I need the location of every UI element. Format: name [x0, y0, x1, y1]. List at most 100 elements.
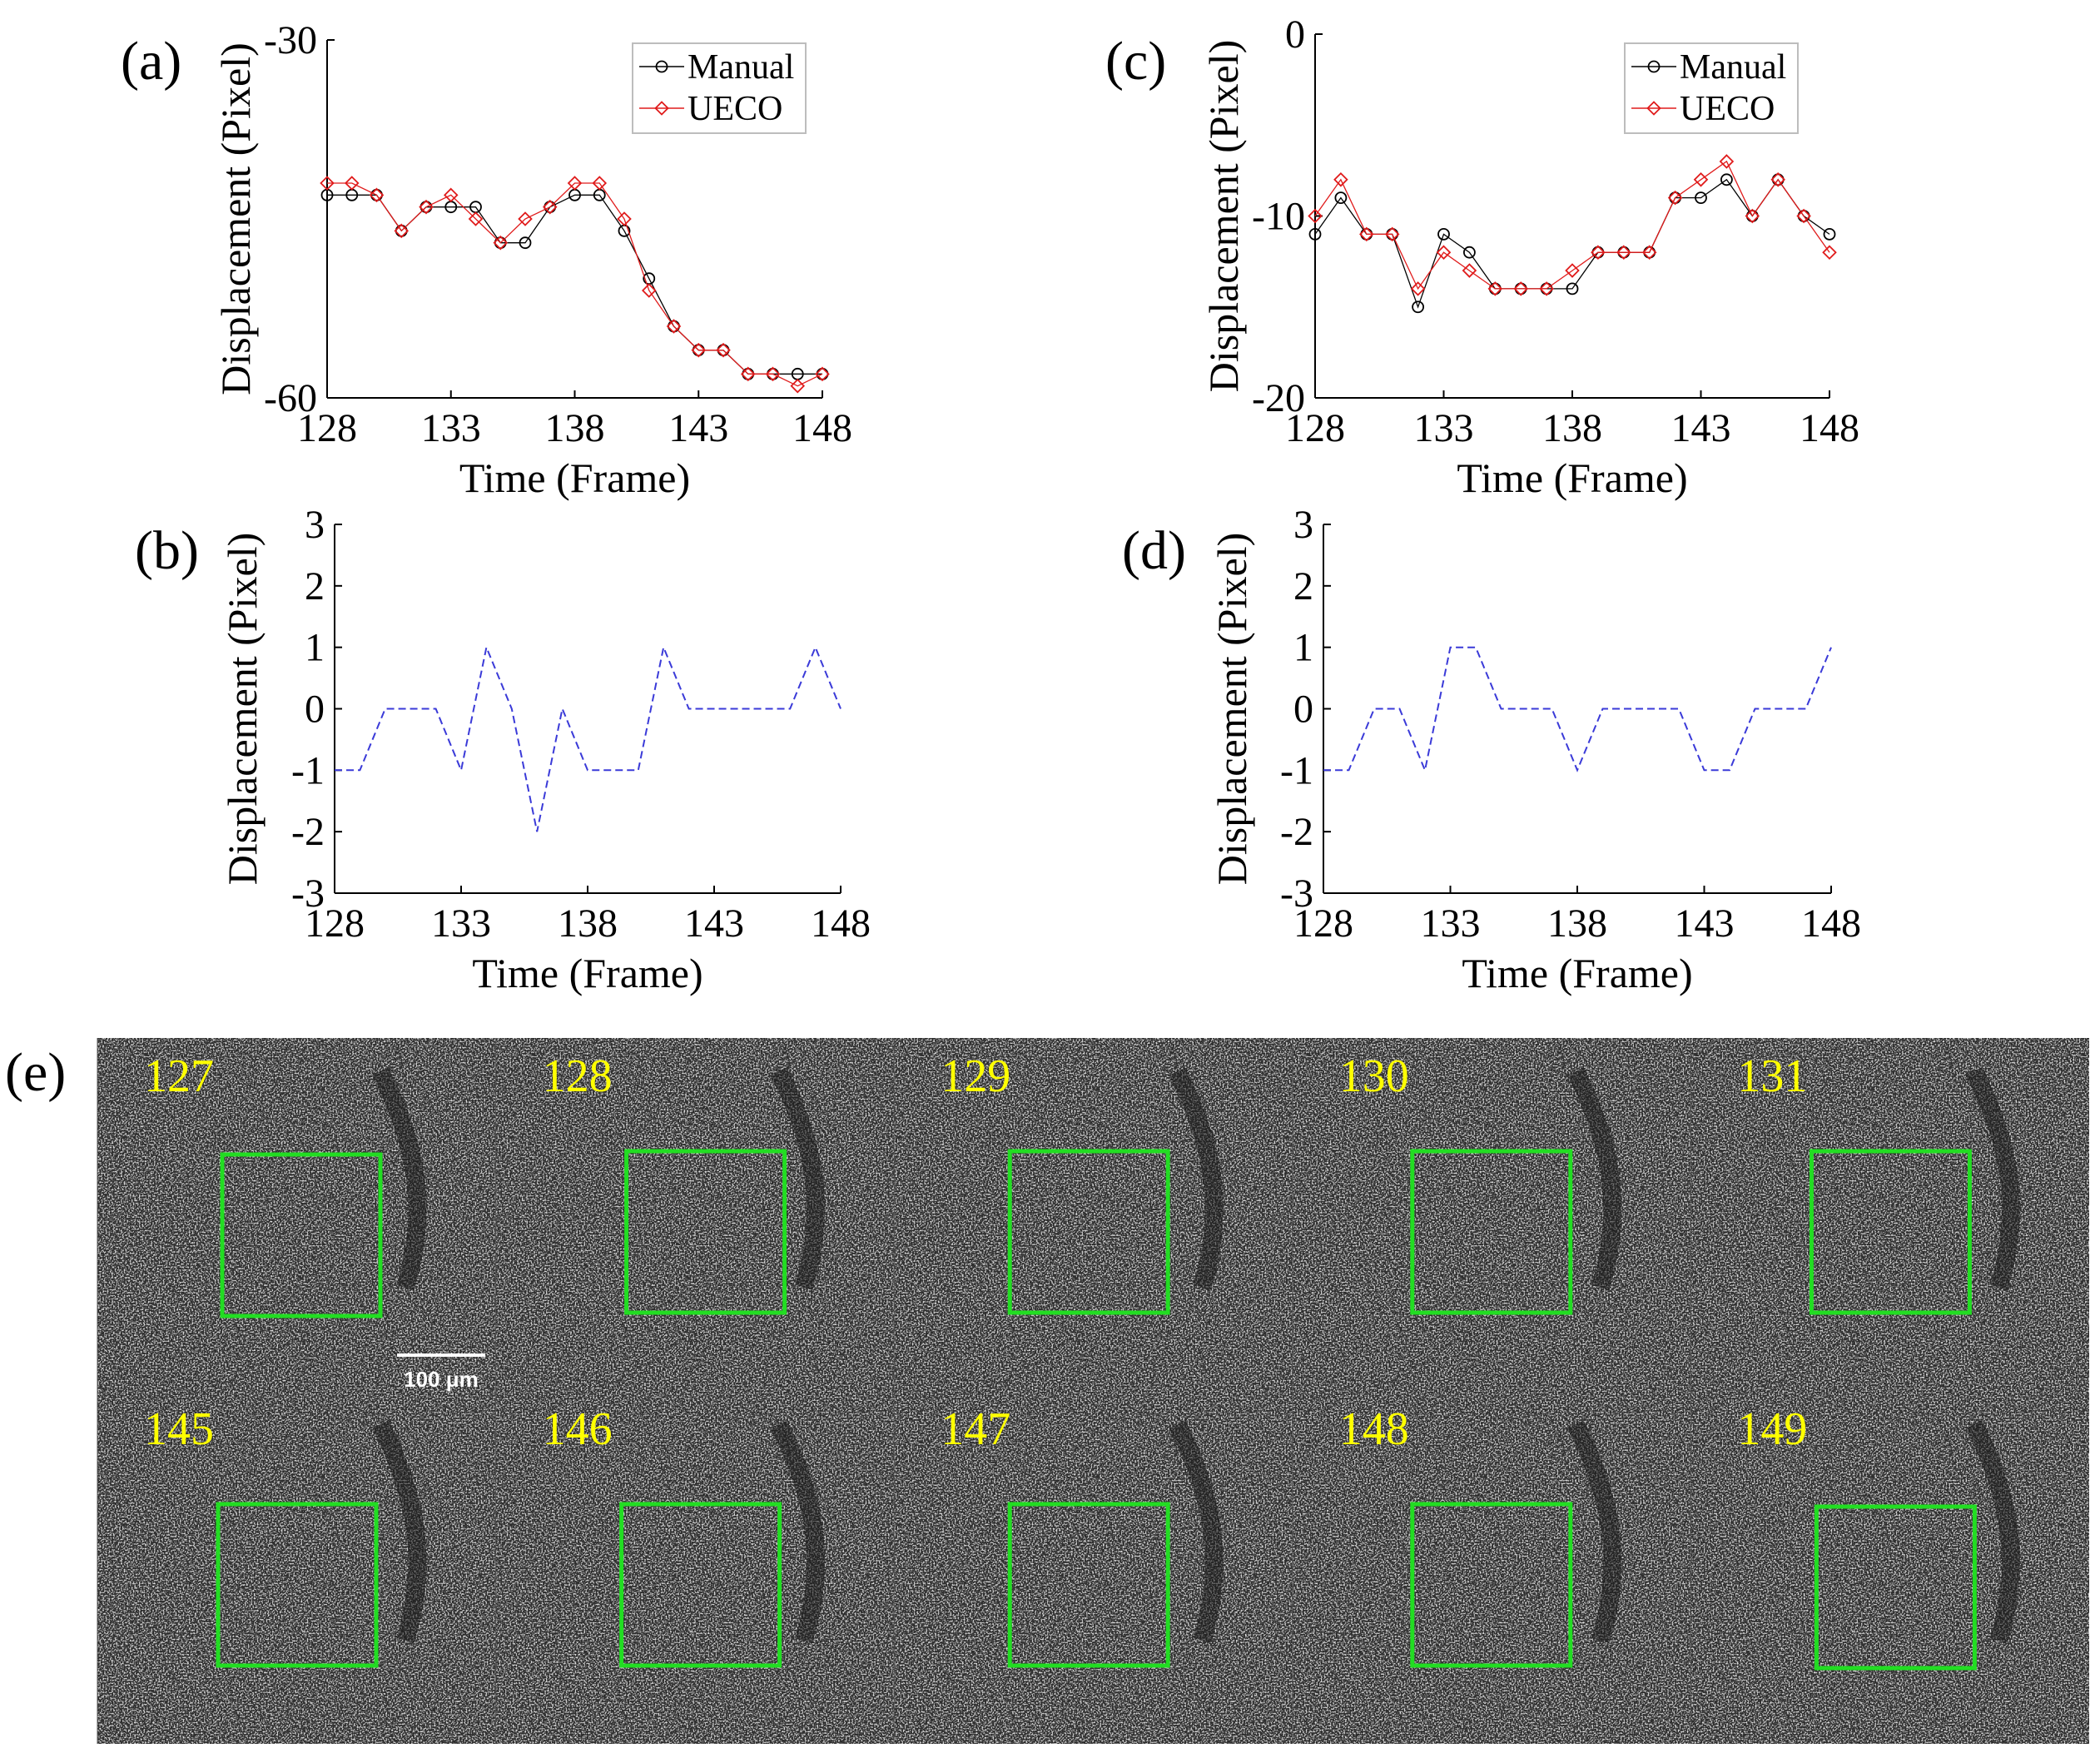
data-point-ueco	[691, 342, 707, 358]
data-point-ueco	[518, 211, 533, 226]
tracking-box	[1410, 1149, 1573, 1315]
data-point-ueco	[1770, 172, 1785, 187]
data-point-ueco	[1436, 245, 1452, 260]
x-tick-label: 128	[1293, 901, 1353, 946]
y-axis-label: Displacement (Pixel)	[1200, 40, 1247, 393]
frame-number-label: 128	[543, 1050, 613, 1102]
retina-tile: 145	[97, 1391, 496, 1744]
x-tick-label: 138	[558, 901, 618, 946]
data-point-ueco	[1616, 245, 1631, 260]
data-point-ueco	[592, 176, 608, 191]
data-point-ueco	[815, 366, 830, 382]
data-point-manual	[1566, 282, 1579, 295]
data-point-ueco	[320, 176, 335, 191]
legend-marker-circle	[655, 60, 668, 73]
x-tick-label: 128	[1285, 406, 1345, 450]
data-point-manual	[1412, 300, 1424, 314]
data-point-ueco	[567, 176, 583, 191]
x-tick-label: 128	[297, 406, 357, 450]
retina-tile: 146	[495, 1391, 895, 1744]
data-point-manual	[1720, 173, 1733, 186]
data-point-ueco	[369, 187, 385, 203]
vessel-shadow	[770, 1067, 825, 1291]
retina-tile: 127	[97, 1038, 496, 1391]
retina-tile: 128	[495, 1038, 895, 1391]
x-tick-label: 138	[545, 406, 605, 450]
vessel-shadow	[770, 1420, 825, 1644]
retina-tile: 131	[1690, 1038, 2089, 1391]
retina-texture	[495, 1038, 895, 1391]
tracking-box	[220, 1152, 383, 1318]
vessel-shadow	[1965, 1067, 2020, 1291]
data-point-ueco	[666, 319, 682, 334]
series-line-manual	[327, 194, 822, 375]
tracking-box	[216, 1502, 379, 1668]
data-point-ueco	[493, 235, 509, 251]
x-tick-label: 133	[431, 901, 491, 946]
data-point-ueco	[790, 378, 806, 394]
retina-tile: 129	[893, 1038, 1293, 1391]
data-point-ueco	[1745, 208, 1760, 224]
legend-label: Manual	[688, 48, 794, 87]
data-point-ueco	[1462, 263, 1477, 278]
y-tick-label: 0	[1285, 12, 1305, 57]
frame-number-label: 149	[1737, 1403, 1807, 1455]
y-tick-label: -60	[264, 376, 317, 420]
series-line-ueco	[1314, 160, 1830, 291]
y-tick-label: -1	[291, 748, 325, 792]
tracking-box	[1809, 1149, 1972, 1315]
retina-texture	[495, 1391, 895, 1744]
frame-number-label: 145	[144, 1403, 214, 1455]
y-axis-label: Displacement (Pixel)	[1209, 533, 1255, 886]
series-line-ueco	[327, 182, 823, 387]
x-tick-label: 143	[684, 901, 744, 946]
x-tick-label: 138	[1547, 901, 1607, 946]
y-tick-label: 2	[1293, 564, 1313, 608]
x-tick-label: 143	[1675, 901, 1735, 946]
chart-panel-b: (b) 128 133 138 143 148 3 2 1 0 -1 -2 -3 Time (Frame)…	[135, 503, 871, 996]
data-point-ueco	[419, 199, 434, 215]
x-axis-label: Time (Frame)	[459, 454, 690, 501]
frame-number-label: 127	[144, 1050, 214, 1102]
legend-label: Manual	[1680, 48, 1786, 87]
data-point-ueco	[1667, 190, 1683, 206]
legend-marker-circle	[1647, 60, 1661, 73]
panel-letter: (a)	[121, 31, 181, 92]
data-point-manual	[1308, 227, 1322, 241]
y-tick-label: 1	[305, 626, 325, 670]
data-point-ueco	[740, 366, 756, 382]
data-point-manual	[1463, 246, 1476, 259]
y-axis-label: Displacement (Pixel)	[219, 533, 266, 886]
x-tick-label: 133	[1414, 406, 1474, 450]
y-tick-label: 3	[305, 503, 325, 547]
retina-image-grid: 127 128 129 130 131 145 146 147 148 149 100 μm	[97, 1038, 2089, 1744]
x-axis-label: Time (Frame)	[1462, 950, 1692, 996]
data-point-ueco	[1565, 263, 1580, 278]
data-point-ueco	[1591, 245, 1606, 260]
retina-tile: 148	[1292, 1391, 1691, 1744]
data-point-ueco	[542, 199, 558, 215]
retina-texture	[1292, 1391, 1691, 1744]
vessel-shadow	[372, 1420, 427, 1644]
frame-number-label: 146	[543, 1403, 613, 1455]
data-point-ueco	[1539, 281, 1554, 296]
vessel-shadow	[1169, 1420, 1224, 1644]
tracking-box	[624, 1149, 787, 1315]
x-axis-label: Time (Frame)	[1457, 454, 1687, 501]
data-point-ueco	[641, 283, 657, 298]
legend-label: UECO	[688, 90, 782, 128]
x-axis-label: Time (Frame)	[472, 950, 702, 996]
data-point-ueco	[1359, 226, 1374, 242]
data-point-ueco	[443, 187, 459, 203]
retina-tile: 147	[893, 1391, 1293, 1744]
y-tick-label: -20	[1252, 376, 1305, 420]
y-tick-label: 0	[1293, 688, 1313, 732]
legend-box	[632, 42, 807, 134]
data-point-manual	[1437, 227, 1450, 241]
data-point-ueco	[1641, 245, 1657, 260]
retina-texture	[894, 1391, 1293, 1744]
series-line-manual	[1314, 178, 1830, 309]
tracking-box	[1007, 1149, 1170, 1315]
legend-marker-diamond	[1646, 101, 1661, 116]
y-tick-label: 2	[305, 564, 325, 608]
